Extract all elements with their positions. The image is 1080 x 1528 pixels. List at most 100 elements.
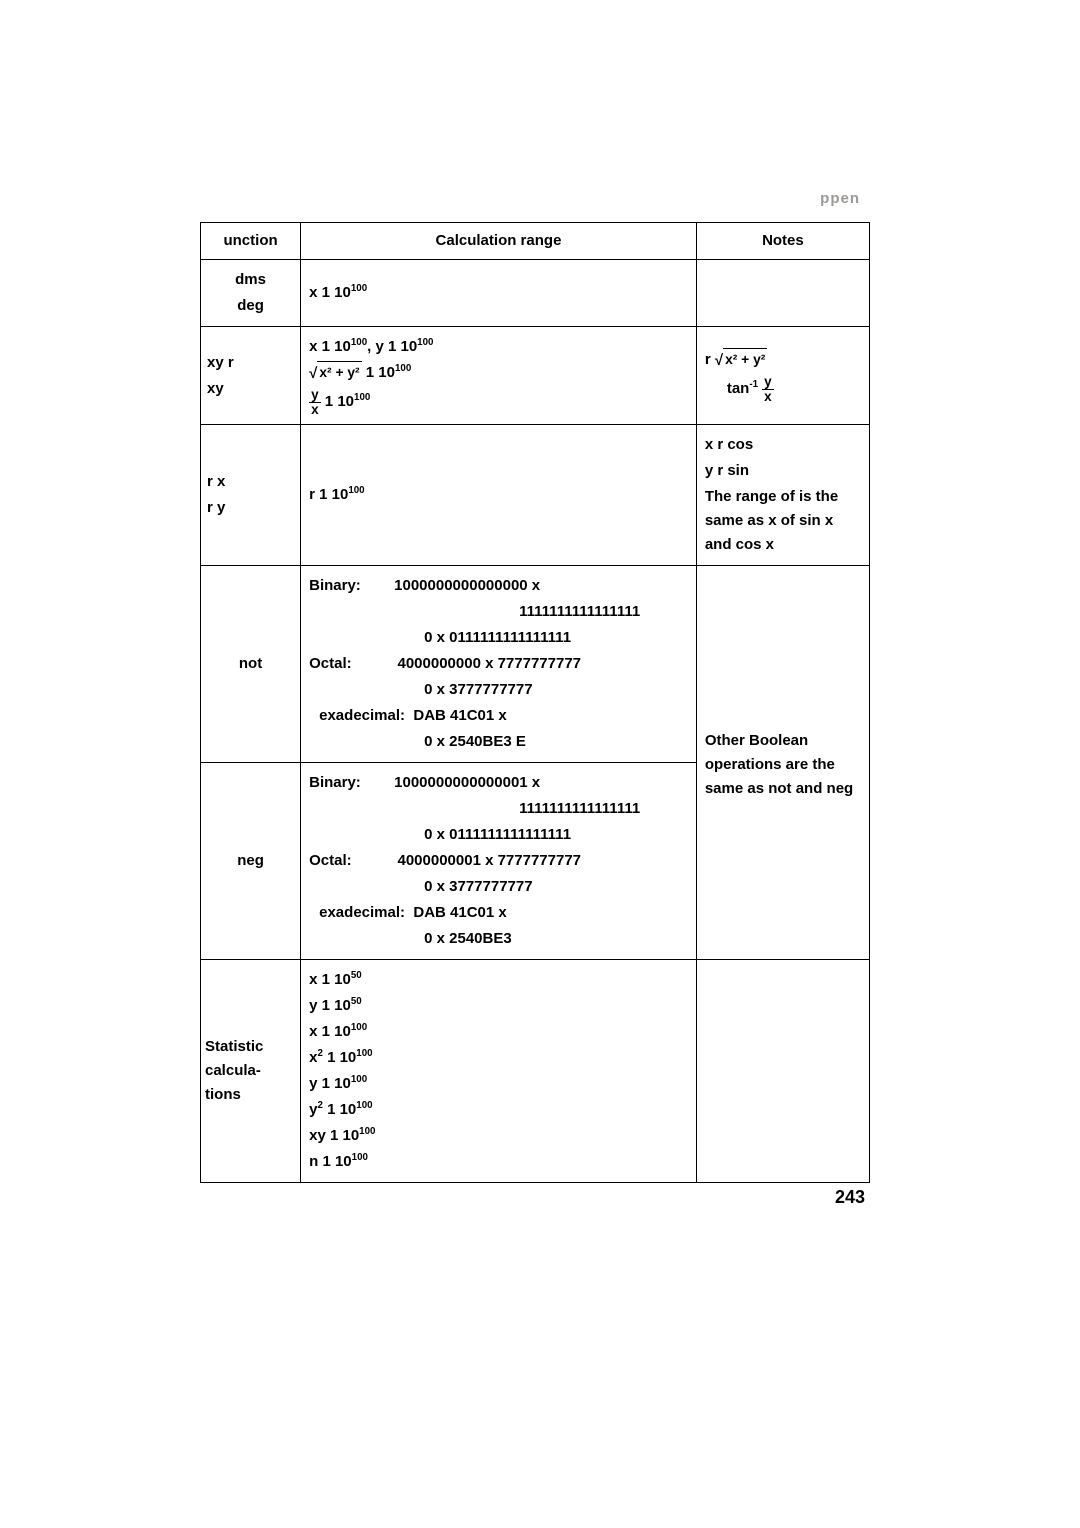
func-dms: dms [209, 268, 292, 292]
lbl: exadecimal: [319, 904, 405, 921]
n3: The range of is the same as x of sin x a… [705, 485, 861, 557]
l2: r y [207, 496, 292, 520]
e: 100 [395, 363, 411, 374]
not-bin1: Binary: 1000000000000000 x [309, 574, 688, 598]
lbl: Octal: [309, 852, 352, 869]
stat-l6: y2 1 10100 [309, 1098, 688, 1122]
neg-oct1: Octal: 4000000001 x 7777777777 [309, 849, 688, 873]
stat-l7: xy 1 10100 [309, 1124, 688, 1148]
neg-bin1: Binary: 1000000000000001 x [309, 771, 688, 795]
stat-l4: x2 1 10100 [309, 1046, 688, 1070]
stat-l1: x 1 1050 [309, 968, 688, 992]
num: y [762, 375, 774, 390]
n1: x r cos [705, 433, 861, 457]
b: 1 10 [323, 1049, 356, 1066]
t: n 1 10 [309, 1153, 352, 1170]
e: 100 [348, 485, 364, 496]
table-header-row: unction Calculation range Notes [201, 223, 870, 260]
t: 1 10 [362, 364, 395, 381]
radical-icon: √ [309, 365, 317, 382]
col-header-range: Calculation range [301, 223, 697, 260]
func-xy-r-l2: xy [207, 377, 292, 401]
col-header-notes: Notes [696, 223, 869, 260]
n2: y r sin [705, 459, 861, 483]
notes-statistic [696, 960, 869, 1183]
txt: Statistic calcula-tions [205, 1035, 292, 1107]
range-not: Binary: 1000000000000000 x 1111111111111… [301, 566, 697, 763]
num: y [309, 388, 321, 403]
den: x [762, 390, 774, 404]
t: 1 10 [321, 393, 354, 410]
not-bin3: 0 x 0111111111111111 [309, 626, 688, 650]
range-r-xy: r 1 10100 [301, 425, 697, 566]
e: 100 [351, 1074, 367, 1085]
stat-l5: y 1 10100 [309, 1072, 688, 1096]
func-dms-deg: dms deg [201, 260, 301, 327]
lbl: Binary: [309, 774, 361, 791]
notes-xy-r: r √x² + y² tan-1 yx [696, 327, 869, 425]
t: x 1 10 [309, 971, 351, 988]
t: x 1 10 [309, 1023, 351, 1040]
calculation-range-table: unction Calculation range Notes dms deg … [200, 222, 870, 1183]
e: 100 [354, 392, 370, 403]
func-xy-r-l1: xy r [207, 351, 292, 375]
neg-bin3: 0 x 0111111111111111 [309, 823, 688, 847]
not-hex1: exadecimal: DAB 41C01 x [309, 704, 688, 728]
t2: , y 1 10 [367, 338, 417, 355]
e: 50 [351, 970, 362, 981]
notes-tan: tan-1 yx [705, 375, 861, 403]
v: 1000000000000001 x [394, 774, 540, 791]
e: 50 [351, 996, 362, 1007]
sup: -1 [749, 379, 758, 390]
v: DAB 41C01 x [413, 904, 506, 921]
xy-r-range-l2: √x² + y² 1 10100 [309, 361, 688, 386]
not-oct1: Octal: 4000000000 x 7777777777 [309, 652, 688, 676]
den: x [309, 403, 321, 417]
fraction: yx [762, 375, 774, 403]
e: 100 [359, 1126, 375, 1137]
notes-r-xy: x r cos y r sin The range of is the same… [696, 425, 869, 566]
func-deg: deg [209, 294, 292, 318]
e: 100 [356, 1048, 372, 1059]
section-header: ppen [820, 190, 860, 207]
neg-hex1: exadecimal: DAB 41C01 x [309, 901, 688, 925]
func-xy-r: xy r xy [201, 327, 301, 425]
range-statistic: x 1 1050 y 1 1050 x 1 10100 x2 1 10100 y… [301, 960, 697, 1183]
neg-oct2: 0 x 3777777777 [309, 875, 688, 899]
v: 4000000000 x 7777777777 [397, 655, 581, 672]
e: 100 [351, 1022, 367, 1033]
row-dms-deg: dms deg x 1 10100 [201, 260, 870, 327]
row-not: not Binary: 1000000000000000 x 111111111… [201, 566, 870, 763]
range-neg: Binary: 1000000000000001 x 1111111111111… [301, 763, 697, 960]
t: y 1 10 [309, 1075, 351, 1092]
neg-bin2: 1111111111111111 [309, 797, 688, 821]
row-r-xy: r x r y r 1 10100 x r cos y r sin The ra… [201, 425, 870, 566]
e2: 100 [417, 337, 433, 348]
col-header-function: unction [201, 223, 301, 260]
not-bin2: 1111111111111111 [309, 600, 688, 624]
stat-l2: y 1 1050 [309, 994, 688, 1018]
v: 4000000001 x 7777777777 [397, 852, 581, 869]
notes-boolean: Other Boolean operations are the same as… [696, 566, 869, 960]
stat-l8: n 1 10100 [309, 1150, 688, 1174]
range-xy-r: x 1 10100, y 1 10100 √x² + y² 1 10100 yx… [301, 327, 697, 425]
xy-r-range-l1: x 1 10100, y 1 10100 [309, 335, 688, 359]
bool-notes-text: Other Boolean operations are the same as… [705, 729, 861, 801]
l1: r x [207, 470, 292, 494]
neg-hex2: 0 x 2540BE3 [309, 927, 688, 951]
fraction-y-over-x: yx [309, 388, 321, 416]
sqrt-inner: x² + y² [317, 361, 361, 384]
t: r 1 10 [309, 486, 348, 503]
xy-r-range-l3: yx 1 10100 [309, 388, 688, 416]
radical-icon: √ [715, 352, 723, 369]
notes-dms-deg [696, 260, 869, 327]
func-statistic: Statistic calcula-tions [201, 960, 301, 1183]
t: x 1 10 [309, 338, 351, 355]
lbl: Octal: [309, 655, 352, 672]
row-statistic: Statistic calcula-tions x 1 1050 y 1 105… [201, 960, 870, 1183]
tan: tan [727, 380, 750, 397]
page-number: 243 [835, 1187, 865, 1208]
lbl: exadecimal: [319, 707, 405, 724]
range-text: x 1 10 [309, 284, 351, 301]
b: 1 10 [323, 1101, 356, 1118]
